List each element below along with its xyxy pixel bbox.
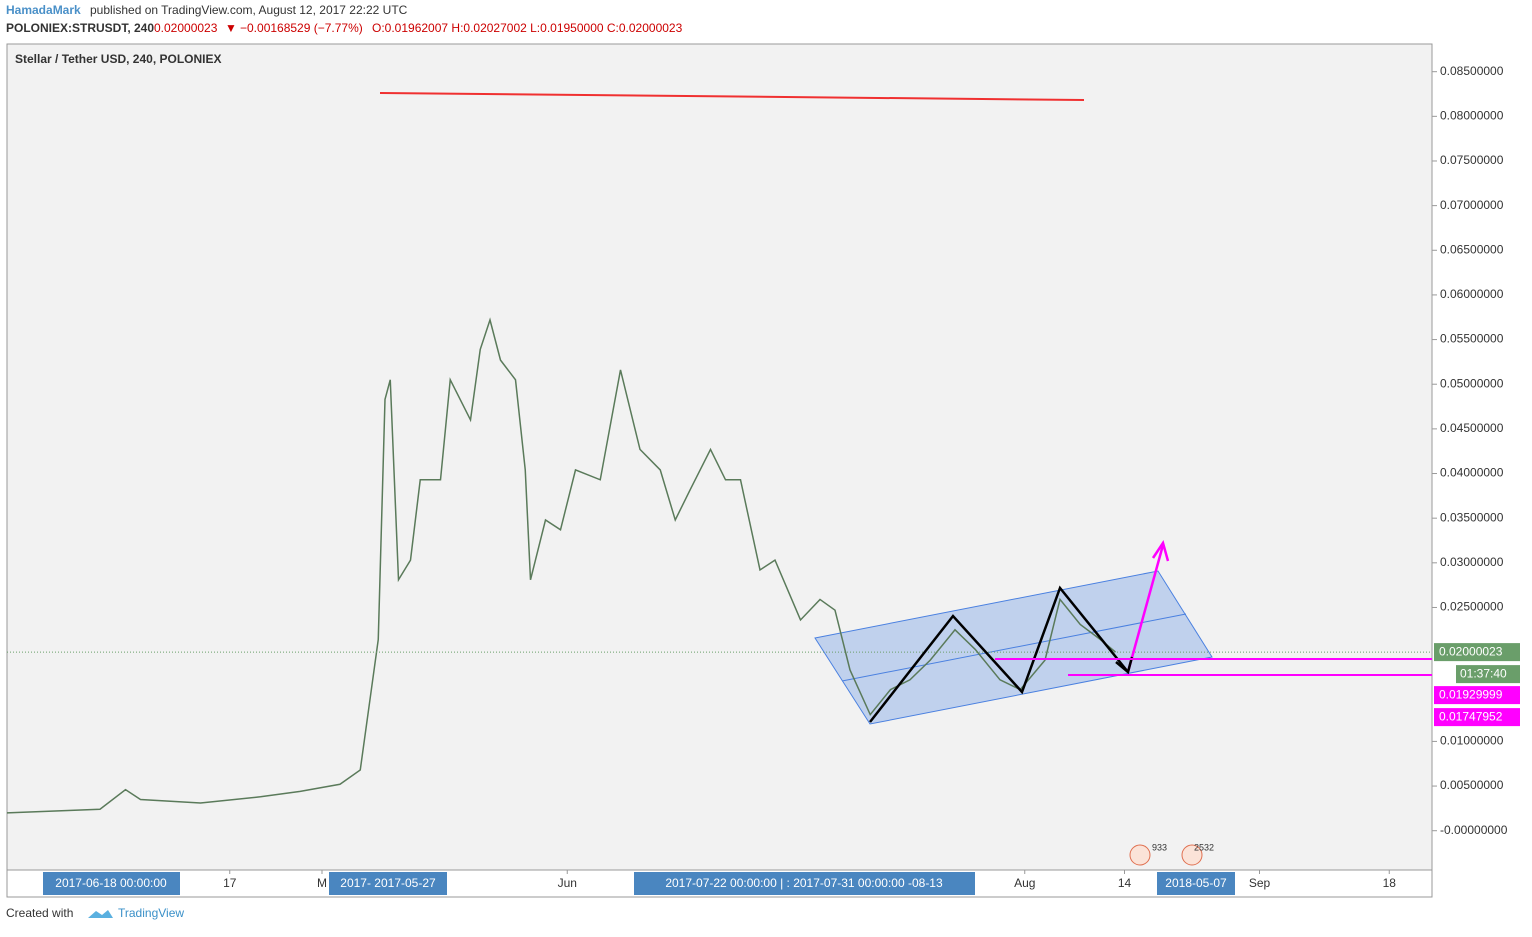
countdown-box [1456, 665, 1520, 684]
last: 0.02000023 [154, 21, 218, 35]
y-tick-label: 0.01000000 [1440, 734, 1504, 748]
y-tick-label: 0.06000000 [1440, 287, 1504, 301]
chart-title: Stellar / Tether USD, 240, POLONIEX [15, 52, 222, 66]
price-label: 0.01929999 [1439, 687, 1503, 701]
x-tick-label: 18 [1383, 876, 1397, 890]
date-highlight-box [1157, 872, 1235, 895]
brand-logo [88, 910, 113, 918]
y-tick-label: 0.02500000 [1440, 600, 1504, 614]
resistance-line [379, 92, 1085, 101]
date-highlight: 2017-06-18 00:00:00 [55, 876, 167, 890]
y-tick-label: 0.04000000 [1440, 466, 1504, 480]
y-tick-label: 0.04500000 [1440, 421, 1504, 435]
arrow: ▼ [225, 21, 237, 35]
arrow-head [1115, 656, 1134, 675]
event-count: 933 [1152, 842, 1167, 852]
price-line [6, 317, 1116, 814]
date-highlight-box [329, 872, 447, 895]
x-tick-label: M [317, 876, 327, 890]
event-count: 2532 [1194, 842, 1214, 852]
y-tick-label: 0.07000000 [1440, 198, 1504, 212]
footer-created: Created with [6, 906, 73, 920]
price-label-box [1434, 708, 1520, 727]
y-tick-label: 0.05000000 [1440, 376, 1504, 390]
ohlc: O:0.01962007 H:0.02027002 L:0.01950000 C… [372, 21, 683, 35]
x-tick-label: 17 [223, 876, 237, 890]
date-highlight: 2017- 2017-05-27 [340, 876, 436, 890]
y-tick-label: 0.03000000 [1440, 555, 1504, 569]
arrow-head [1151, 540, 1170, 562]
y-tick-label: -0.00000000 [1440, 823, 1508, 837]
date-highlight: 2018-05-07 [1165, 876, 1227, 890]
y-tick-label: 0.08000000 [1440, 109, 1504, 123]
x-tick-label: Sep [1249, 876, 1271, 890]
drawings [869, 540, 1432, 723]
target-arrow [1126, 544, 1165, 673]
x-tick-label: Aug [1014, 876, 1035, 890]
change: −0.00168529 (−7.77%) [240, 21, 363, 35]
footer-brand[interactable]: TradingView [118, 906, 184, 920]
x-tick-label: Jun [558, 876, 577, 890]
price-label: 0.02000023 [1439, 644, 1503, 658]
y-tick-label: 0.00500000 [1440, 778, 1504, 792]
price-label-box [1434, 686, 1520, 705]
date-highlight: 2017-07-22 00:00:00 | : 2017-07-31 00:00… [665, 876, 943, 890]
event-icon[interactable] [1129, 844, 1151, 866]
y-tick-label: 0.08500000 [1440, 64, 1504, 78]
y-tick-label: 0.07500000 [1440, 153, 1504, 167]
author[interactable]: HamadaMark [6, 3, 81, 17]
price-label: 0.01747952 [1439, 709, 1503, 723]
y-tick-label: 0.03500000 [1440, 510, 1504, 524]
published: published on TradingView.com, August 12,… [90, 3, 408, 17]
channel-midline [841, 613, 1187, 682]
x-tick-label: 14 [1118, 876, 1132, 890]
wave-arrows [869, 585, 1129, 723]
y-tick-label: 0.06500000 [1440, 242, 1504, 256]
countdown: 01:37:40 [1460, 666, 1507, 680]
date-highlight-box [43, 872, 180, 895]
date-highlight-box [634, 872, 975, 895]
event-icon[interactable] [1181, 844, 1203, 866]
symbol: POLONIEX:STRUSDT, 240 [6, 21, 154, 35]
price-label-box [1434, 643, 1520, 662]
plot-area [6, 43, 1433, 871]
y-tick-label: 0.05500000 [1440, 332, 1504, 346]
